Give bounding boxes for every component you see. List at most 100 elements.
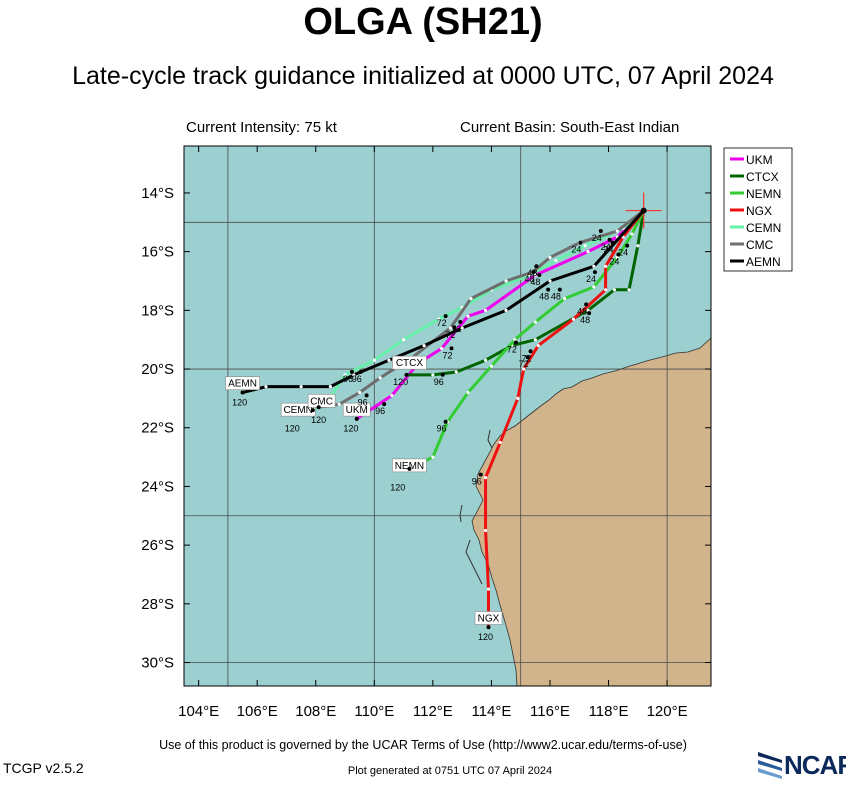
exmouth-peninsula (487, 429, 493, 449)
ncar-logo-icon (758, 752, 782, 779)
forecast-hour-dot (534, 264, 539, 269)
track-point (328, 385, 332, 389)
model-end-label-box (392, 458, 427, 473)
forecast-hour-label: 72 (437, 318, 447, 328)
legend-label-nemn: NEMN (746, 187, 781, 201)
model-end-label: NGX (478, 614, 500, 625)
forecast-hour-dot (449, 346, 454, 351)
track-point (390, 393, 394, 398)
ncar-logo: NCAR (756, 748, 846, 780)
lon-tick-label: 114°E (471, 703, 511, 720)
lat-tick-label: 18°S (141, 302, 174, 319)
current-basin: Current Basin: South-East Indian (460, 119, 680, 136)
lat-tick-label: 20°S (141, 361, 174, 378)
forecast-hour-dot (578, 240, 583, 245)
model-end-label-box (225, 376, 260, 391)
forecast-hour-label: 96 (434, 377, 444, 387)
forecast-hour-label: 24 (586, 274, 596, 284)
forecast-hour-label: 24 (604, 245, 614, 255)
forecast-hour-dot (478, 472, 483, 477)
track-point (516, 396, 520, 400)
australia-landmass (471, 337, 711, 686)
track-point (343, 373, 347, 377)
track-point (337, 402, 341, 406)
legend-label-ukm: UKM (746, 153, 773, 167)
end-hour-label: 120 (390, 482, 405, 492)
forecast-hour-dot (452, 325, 457, 330)
model-end-label: CMC (310, 396, 333, 407)
track-point (586, 250, 590, 254)
track-point (554, 258, 558, 263)
forecast-hour-dot (584, 302, 589, 307)
forecast-hour-label: 96 (472, 477, 482, 487)
forecast-hour-label: 48 (580, 315, 590, 325)
current-intensity: Current Intensity: 75 kt (186, 119, 337, 136)
legend-label-aemn: AEMN (746, 255, 781, 269)
end-hour-label: 120 (311, 415, 326, 425)
track-point (483, 528, 488, 533)
forecast-hour-label: 48 (524, 274, 534, 284)
forecast-hour-label: 24 (571, 245, 581, 255)
track-point (483, 358, 488, 362)
forecast-hour-label: 96 (375, 406, 385, 416)
track-point (440, 346, 444, 351)
end-hour-label: 120 (232, 397, 247, 407)
forecast-hour-dot (592, 270, 597, 275)
forecast-hour-dot (443, 419, 448, 424)
track-point (513, 338, 517, 342)
track-point (469, 297, 473, 301)
forecast-hour-dot (531, 270, 536, 275)
track-point (431, 373, 435, 377)
legend-label-cmc: CMC (746, 238, 774, 252)
track-point (378, 376, 382, 380)
storm-position-marker (625, 192, 662, 229)
axis-ticks: 104°E 106°E 108°E 110°E 112°E 114°E 116°E 118°E… (141, 146, 711, 720)
forecast-hour-dot (443, 314, 448, 319)
forecast-hour-dot (525, 355, 530, 360)
lat-tick-label: 28°S (141, 596, 174, 613)
track-point (454, 370, 458, 374)
ncar-logo-text: NCAR (784, 750, 846, 780)
track-point (592, 264, 596, 268)
track-point (604, 288, 608, 292)
track-point (466, 314, 470, 318)
forecast-hour-dot (557, 287, 562, 292)
lon-tick-label: 106°E (237, 703, 278, 720)
forecast-hour-label: 48 (577, 306, 587, 316)
terms-of-use: Use of this product is governed by the U… (159, 738, 687, 752)
track-point (612, 288, 616, 292)
end-point-dot (240, 390, 245, 395)
track-point (615, 229, 619, 233)
track-point (299, 385, 303, 389)
end-point-dot (486, 625, 491, 630)
forecast-hour-label: 24 (601, 242, 611, 252)
legend-label-ctcx: CTCX (746, 170, 779, 184)
legend-label-ngx: NGX (746, 204, 772, 218)
forecast-hour-dot (546, 287, 551, 292)
generated-time: Plot generated at 0751 UTC 07 April 2024 (347, 765, 553, 777)
forecast-hour-label: 72 (442, 350, 452, 360)
track-point (372, 358, 376, 362)
track-point (533, 320, 537, 324)
forecast-hour-label: 72 (451, 324, 461, 334)
track-point (522, 367, 526, 371)
track-point (422, 343, 426, 348)
track-line-aemn (242, 209, 645, 394)
lon-tick-label: 116°E (530, 703, 570, 720)
forecast-hour-label: 24 (609, 256, 619, 266)
end-point-dot (354, 416, 359, 421)
forecast-hour-dot (625, 243, 630, 248)
forecast-hour-label: 96 (437, 424, 447, 434)
model-end-label-box (392, 355, 427, 370)
legend: UKM CTCX NEMN NGX CEMN CMC AEMN (723, 147, 793, 272)
lon-tick-label: 120°E (647, 703, 688, 720)
model-tracks: 24487296UKM12024487296CTCX12024487296NEM… (225, 209, 646, 642)
forecast-hour-label: 72 (507, 345, 517, 355)
track-point (533, 273, 537, 277)
track-point (486, 587, 491, 591)
track-point (504, 279, 508, 283)
lat-tick-label: 22°S (141, 420, 174, 437)
end-point-dot (310, 408, 315, 413)
track-point (548, 279, 552, 283)
track-point (548, 255, 552, 260)
